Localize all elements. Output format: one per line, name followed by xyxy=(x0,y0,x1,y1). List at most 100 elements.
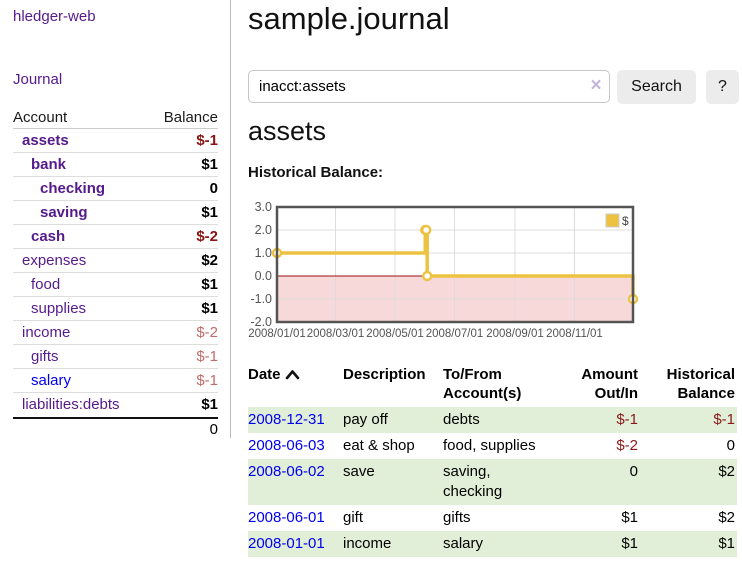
transaction-date-link[interactable]: 2008-06-02 xyxy=(248,463,325,480)
transaction-amount: $1 xyxy=(621,535,638,552)
transaction-balance: $2 xyxy=(718,463,735,480)
account-row: bank $1 xyxy=(13,153,218,177)
account-link-liabilities-debts[interactable]: liabilities:debts xyxy=(22,396,120,413)
svg-text:2008/01/01: 2008/01/01 xyxy=(248,328,306,340)
balance-column-header: Balance xyxy=(163,109,218,126)
transaction-balance: 0 xyxy=(726,437,735,454)
account-row: supplies $1 xyxy=(13,297,218,321)
account-row: checking 0 xyxy=(13,177,218,201)
sort-asc-icon xyxy=(285,366,300,385)
account-link-income[interactable]: income xyxy=(22,324,71,341)
account-link-assets[interactable]: assets xyxy=(22,132,69,149)
register-row: 2008-12-31 pay off debts $-1 $-1 xyxy=(248,407,737,433)
account-balance: $-1 xyxy=(196,372,218,389)
account-balance: $-2 xyxy=(196,228,218,245)
search-input[interactable] xyxy=(248,70,610,103)
register-row: 2008-06-02 save saving, checking 0 $2 xyxy=(248,459,737,505)
transaction-accounts: debts xyxy=(443,411,480,428)
clear-search-icon[interactable]: × xyxy=(590,75,602,96)
transaction-balance: $-1 xyxy=(713,411,735,428)
account-row: assets $-1 xyxy=(13,129,218,153)
account-row: food $1 xyxy=(13,273,218,297)
chart-title: Historical Balance: xyxy=(248,164,384,181)
svg-text:3.0: 3.0 xyxy=(255,200,272,214)
account-balance: $-2 xyxy=(196,324,218,341)
account-link-cash[interactable]: cash xyxy=(31,228,66,245)
svg-text:$: $ xyxy=(622,214,629,228)
account-column-header: Account xyxy=(13,109,68,126)
register-table: Date Description To/From Account(s) Amoun… xyxy=(248,363,737,557)
column-header-accounts: To/From Account(s) xyxy=(443,366,522,402)
account-balance: $1 xyxy=(201,396,218,413)
transaction-amount: 0 xyxy=(629,463,638,480)
account-heading: assets xyxy=(248,116,327,146)
transaction-description: pay off xyxy=(343,411,388,428)
transaction-description: save xyxy=(343,463,375,480)
app-brand-link[interactable]: hledger-web xyxy=(13,8,96,25)
account-row: saving $1 xyxy=(13,201,218,225)
total-balance: 0 xyxy=(209,421,218,438)
svg-text:-2.0: -2.0 xyxy=(250,315,272,329)
column-header-amount: Amount Out/In xyxy=(581,366,638,402)
column-header-date[interactable]: Date xyxy=(248,363,343,407)
account-row: salary $-1 xyxy=(13,369,218,393)
account-link-salary[interactable]: salary xyxy=(31,372,72,389)
transaction-date-link[interactable]: 2008-06-03 xyxy=(248,437,325,454)
account-balance: $1 xyxy=(201,156,218,173)
svg-text:-1.0: -1.0 xyxy=(250,292,272,306)
account-balance-table: Account Balance assets $-1 bank $1 checking 0… xyxy=(13,106,218,439)
account-row: liabilities:debts $1 xyxy=(13,393,218,417)
account-row: income $-2 xyxy=(13,321,218,345)
register-row: 2008-06-01 gift gifts $1 $2 xyxy=(248,505,737,531)
account-link-supplies[interactable]: supplies xyxy=(31,300,87,317)
svg-text:2.0: 2.0 xyxy=(255,223,272,237)
account-row: gifts $-1 xyxy=(13,345,218,369)
account-row: expenses $2 xyxy=(13,249,218,273)
account-balance: $-1 xyxy=(196,348,218,365)
svg-text:1.0: 1.0 xyxy=(255,246,272,260)
account-row: cash $-2 xyxy=(13,225,218,249)
historical-balance-chart: 3.0 2.0 1.0 0.0 -1.0 -2.0 2008/01/01 2008/03/01… xyxy=(244,200,644,342)
transaction-accounts: salary xyxy=(443,535,484,552)
svg-text:2008/09/01: 2008/09/01 xyxy=(486,328,544,340)
account-link-checking[interactable]: checking xyxy=(40,180,106,197)
account-link-bank[interactable]: bank xyxy=(31,156,67,173)
transaction-accounts: gifts xyxy=(443,509,471,526)
svg-text:0.0: 0.0 xyxy=(255,269,272,283)
account-link-food[interactable]: food xyxy=(31,276,61,293)
account-link-saving[interactable]: saving xyxy=(40,204,88,221)
account-balance: $1 xyxy=(201,300,218,317)
account-balance: $2 xyxy=(201,252,218,269)
account-total-row: 0 xyxy=(13,417,218,439)
sidebar-item-journal[interactable]: Journal xyxy=(13,71,63,88)
account-link-expenses[interactable]: expenses xyxy=(22,252,87,269)
transaction-balance: $1 xyxy=(718,535,735,552)
column-header-description: Description xyxy=(343,366,426,383)
account-balance: $-1 xyxy=(196,132,218,149)
transaction-amount: $-1 xyxy=(616,411,638,428)
transaction-amount: $1 xyxy=(621,509,638,526)
account-balance: 0 xyxy=(209,180,218,197)
svg-text:2008/03/01: 2008/03/01 xyxy=(307,328,365,340)
date-header-label: Date xyxy=(248,366,281,383)
account-balance: $1 xyxy=(201,204,218,221)
column-header-balance: Historical Balance xyxy=(666,366,735,402)
search-button[interactable]: Search xyxy=(617,70,696,104)
account-table-header: Account Balance xyxy=(13,106,218,129)
account-balance: $1 xyxy=(201,276,218,293)
page-title: sample.journal xyxy=(248,1,450,36)
transaction-description: gift xyxy=(343,509,364,526)
transaction-amount: $-2 xyxy=(616,437,638,454)
svg-text:2008/07/01: 2008/07/01 xyxy=(426,328,484,340)
search-bar: × Search ? xyxy=(248,70,742,104)
account-link-gifts[interactable]: gifts xyxy=(31,348,59,365)
help-button[interactable]: ? xyxy=(706,70,739,104)
transaction-date-link[interactable]: 2008-06-01 xyxy=(248,509,325,526)
main-content: sample.journal × Search ? assets Histori… xyxy=(248,0,742,582)
transaction-date-link[interactable]: 2008-01-01 xyxy=(248,535,325,552)
sidebar: hledger-web Journal Account Balance asse… xyxy=(0,0,231,438)
register-row: 2008-06-03 eat & shop food, supplies $-2 0 xyxy=(248,433,737,459)
transaction-date-link[interactable]: 2008-12-31 xyxy=(248,411,325,428)
transaction-description: income xyxy=(343,535,392,552)
transaction-balance: $2 xyxy=(718,509,735,526)
